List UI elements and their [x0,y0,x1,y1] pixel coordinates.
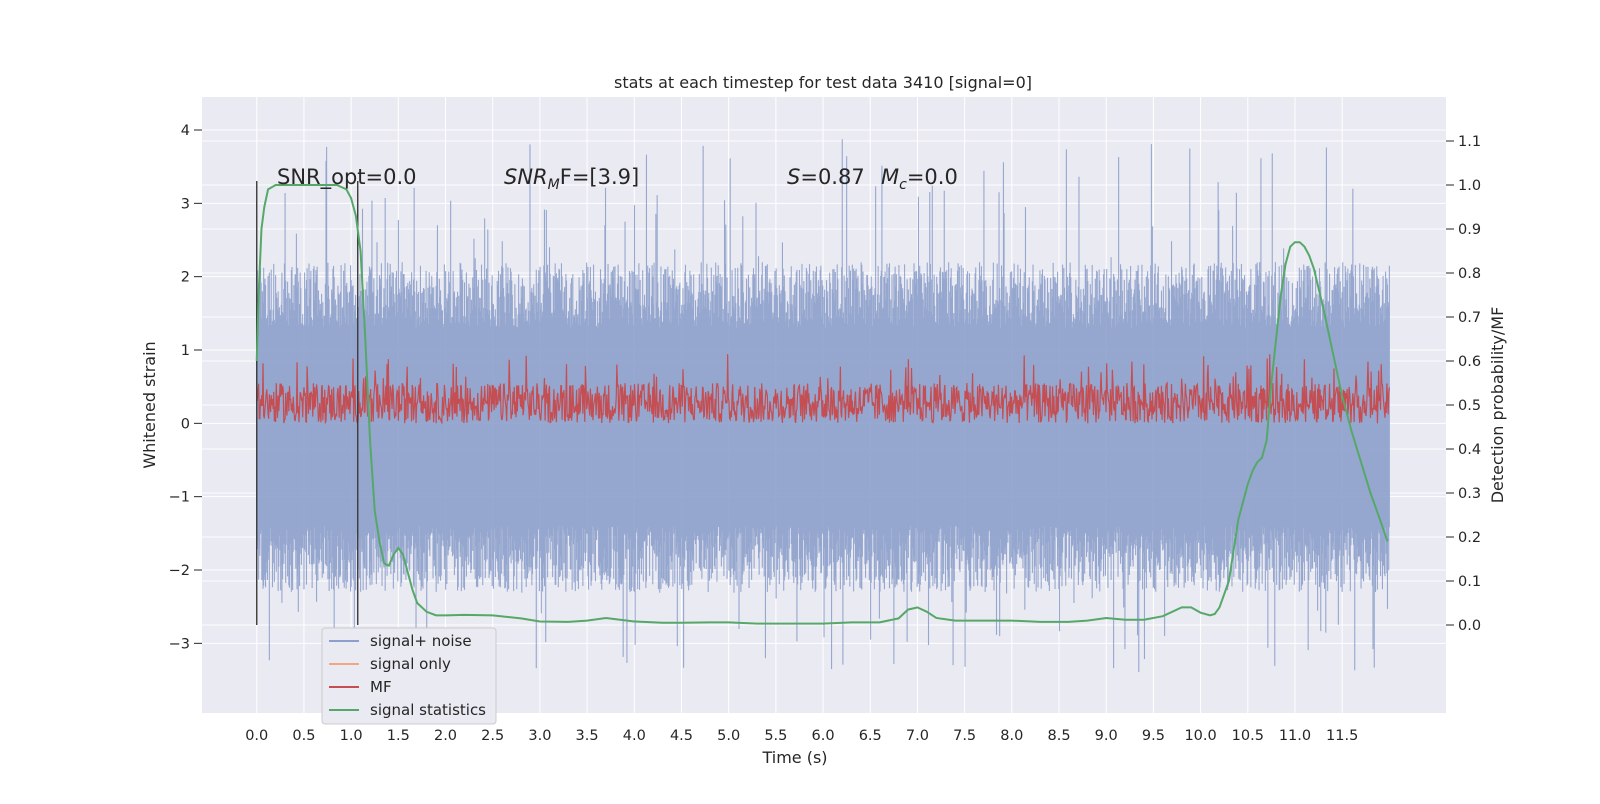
x-tick-label: 5.0 [717,728,740,744]
x-tick-label: 11.5 [1326,728,1358,744]
y-tick-label-right: 1.1 [1458,134,1481,150]
legend-label-signal-statistics: signal statistics [370,701,486,719]
x-tick-label: 2.5 [481,728,504,744]
y-tick-label-left: 0 [181,416,190,432]
x-axis-label: Time (s) [761,748,827,767]
chart-title: stats at each timestep for test data 341… [614,73,1032,92]
x-tick-label: 11.0 [1279,728,1311,744]
x-tick-label: 6.5 [859,728,882,744]
y-tick-label-left: 3 [181,196,190,212]
signal-statistics-line [255,184,1389,625]
x-tick-label: 4.0 [623,728,646,744]
x-tick-label: 4.5 [670,728,693,744]
y-tick-label-right: 0.8 [1458,266,1481,282]
y-tick-label-right: 0.3 [1458,486,1481,502]
annotation-snr-mf: SNRMF=[3.9] [504,165,639,193]
y-tick-label-left: −2 [169,563,190,579]
legend-label-signal-only: signal only [370,655,451,673]
y-tick-label-right: 1.0 [1458,178,1481,194]
annotation-s: S=0.87 [787,165,865,189]
x-tick-label: 2.0 [434,728,457,744]
y-tick-label-right: 0.9 [1458,222,1481,238]
mf-line [256,354,1390,426]
legend: signal+ noise signal only MF signal stat… [321,627,497,725]
x-tick-label: 6.0 [812,728,835,744]
mf-series [256,354,1390,426]
x-tick-label: 1.0 [340,728,363,744]
x-tick-label: 10.5 [1232,728,1264,744]
signal-statistics-series [255,184,1389,625]
y-tick-label-left: 2 [181,270,190,286]
y-tick-label-left: −1 [169,490,190,506]
x-tick-label: 0.5 [292,728,315,744]
legend-label-signal-noise: signal+ noise [370,632,472,650]
x-tick-label: 0.0 [245,728,268,744]
y-tick-label-left: −3 [169,636,190,652]
x-ticks: 0.0 0.5 1.0 1.5 2.0 2.5 3.0 3.5 4.0 4.5 5.0 5.5 6.0 6… [245,728,1358,744]
x-tick-label: 8.5 [1047,728,1070,744]
x-tick-label: 1.5 [387,728,410,744]
y-tick-label-right: 0.0 [1458,618,1481,634]
x-tick-label: 9.5 [1142,728,1165,744]
x-tick-label: 10.0 [1184,728,1216,744]
legend-label-mf: MF [370,678,392,696]
y-tick-label-left: 1 [181,343,190,359]
y-tick-label-right: 0.6 [1458,354,1481,370]
y-ticks-right: 0.0 0.1 0.2 0.3 0.4 0.5 0.6 0.7 0.8 0.9 1.0 1.1 [1446,134,1481,634]
x-tick-label: 7.5 [953,728,976,744]
annotation-snr-opt: SNR_opt=0.0 [277,165,417,190]
x-tick-label: 8.0 [1000,728,1023,744]
y-axis-label-right: Detection probability/MF [1488,307,1507,504]
y-tick-label-right: 0.1 [1458,574,1481,590]
y-tick-label-right: 0.5 [1458,398,1481,414]
vertical-markers [256,181,359,625]
y-ticks-left: −3 −2 −1 0 1 2 3 4 [169,123,202,652]
y-tick-label-right: 0.7 [1458,310,1481,326]
y-tick-label-right: 0.4 [1458,442,1481,458]
x-tick-label: 5.5 [764,728,787,744]
x-tick-label: 3.5 [576,728,599,744]
x-tick-label: 9.0 [1095,728,1118,744]
legend-box [321,627,497,725]
annotation-mc: Mc=0.0 [881,165,958,193]
x-tick-label: 7.0 [906,728,929,744]
y-axis-label-left: Whitened strain [140,341,159,468]
y-tick-label-right: 0.2 [1458,530,1481,546]
y-tick-label-left: 4 [181,123,190,139]
x-tick-label: 3.0 [528,728,551,744]
